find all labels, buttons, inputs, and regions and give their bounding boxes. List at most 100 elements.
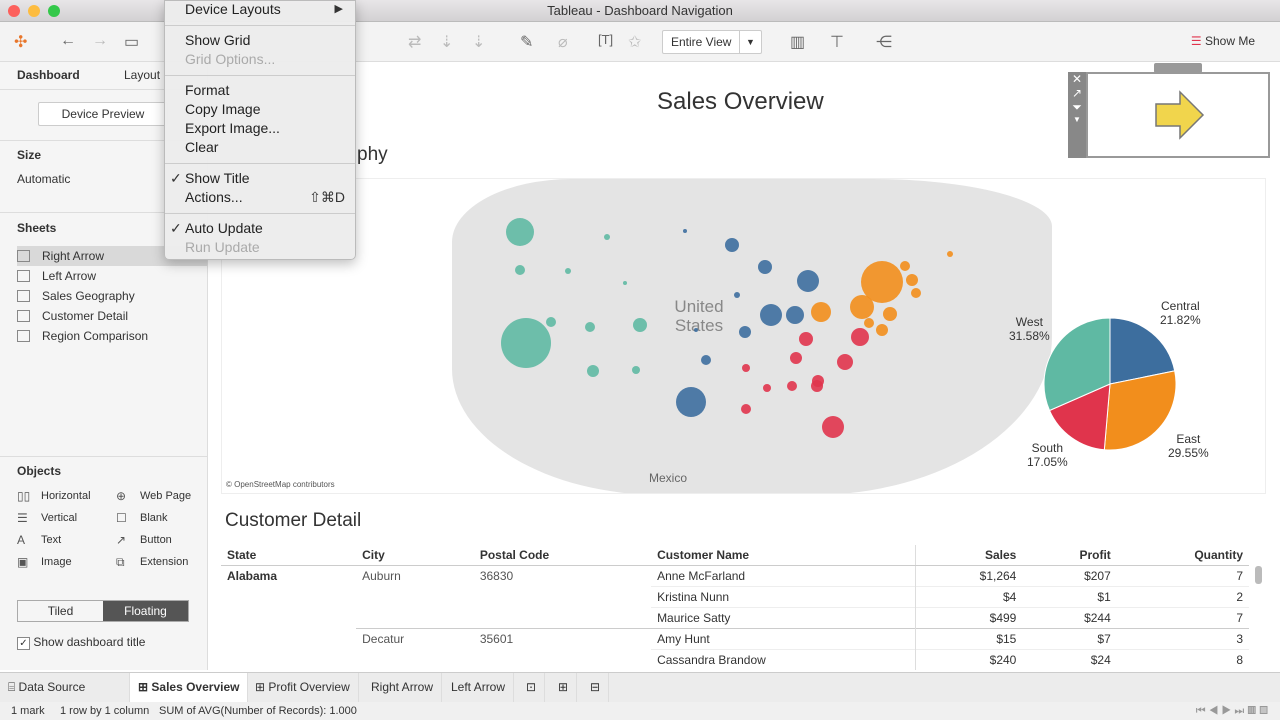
sales-map[interactable]: United States Mexico West 31.58% Central 2… <box>221 178 1266 494</box>
sales-bubble[interactable] <box>864 318 874 328</box>
presentation-icon[interactable]: ⊤ <box>830 34 844 51</box>
text-icon[interactable]: [T] <box>598 32 614 47</box>
menu-item-format[interactable]: Format <box>185 82 230 98</box>
sales-bubble[interactable] <box>739 326 751 338</box>
sales-bubble[interactable] <box>515 265 525 275</box>
minimize-window-button[interactable] <box>28 5 40 17</box>
table-row[interactable]: Decatur 35601 Amy Hunt $15 $7 3 <box>221 628 1249 650</box>
tableau-logo-icon[interactable]: ✣ <box>14 34 28 51</box>
new-worksheet-icon[interactable]: ⊡ <box>518 673 546 702</box>
sales-bubble[interactable] <box>676 387 706 417</box>
sales-bubble[interactable] <box>947 251 953 257</box>
show-title-checkbox[interactable]: ✓ Show dashboard title <box>17 635 145 650</box>
sales-bubble[interactable] <box>883 307 897 321</box>
tab-layout[interactable]: Layout <box>124 68 161 82</box>
sort-asc-icon[interactable]: ⇣ <box>440 34 454 51</box>
tab-sales-overview[interactable]: ⊞ Sales Overview <box>130 673 249 702</box>
sales-bubble[interactable] <box>758 260 772 274</box>
menu-item-clear[interactable]: Clear <box>185 139 219 155</box>
sales-bubble[interactable] <box>565 268 571 274</box>
sales-bubble[interactable] <box>822 416 844 438</box>
menu-item-actions[interactable]: Actions... <box>185 189 243 205</box>
menu-item-auto-update[interactable]: Auto Update <box>185 220 263 236</box>
sales-bubble[interactable] <box>604 234 610 240</box>
sales-bubble[interactable] <box>694 328 698 332</box>
go-to-sheet-icon[interactable]: ↗ <box>1071 86 1083 100</box>
object-image[interactable]: ▣ Image <box>17 555 72 569</box>
paperclip-icon[interactable]: ⌀ <box>558 34 568 51</box>
filter-icon[interactable]: ⏷ <box>1072 100 1082 114</box>
sales-bubble[interactable] <box>851 328 869 346</box>
sheet-item[interactable]: Region Comparison <box>17 326 207 346</box>
device-preview-button[interactable]: Device Preview <box>38 102 168 126</box>
tab-dashboard[interactable]: Dashboard <box>17 68 80 82</box>
show-me-button[interactable]: ☰ Show Me <box>1191 34 1255 48</box>
close-window-button[interactable] <box>8 5 20 17</box>
close-icon[interactable]: ✕ <box>1071 72 1083 86</box>
object-horizontal[interactable]: ▯▯ Horizontal <box>17 489 91 503</box>
pie-slice-central[interactable] <box>1109 317 1176 385</box>
sales-bubble[interactable] <box>741 404 751 414</box>
pin-icon[interactable]: ✩ <box>628 34 642 51</box>
sales-bubble[interactable] <box>906 274 918 286</box>
sales-bubble[interactable] <box>787 381 797 391</box>
table-row[interactable]: Alabama Auburn 36830 Anne McFarland $1,264 $2… <box>221 565 1249 587</box>
sales-bubble[interactable] <box>900 261 910 271</box>
tab-data-source[interactable]: ⌸ Data Source <box>0 673 130 702</box>
highlight-icon[interactable]: ✎ <box>520 34 534 51</box>
menu-item-show-title[interactable]: Show Title <box>185 170 250 186</box>
sales-bubble[interactable] <box>911 288 921 298</box>
sales-bubble[interactable] <box>799 332 813 346</box>
sales-bubble[interactable] <box>876 324 888 336</box>
column-header[interactable]: Customer Name <box>651 545 916 566</box>
forward-icon[interactable]: → <box>92 32 108 49</box>
object-extension[interactable]: ⧉ Extension <box>116 555 188 569</box>
sheet-item[interactable]: Left Arrow <box>17 266 207 286</box>
menu-item-copy-image[interactable]: Copy Image <box>185 101 261 117</box>
sales-bubble[interactable] <box>633 318 647 332</box>
table-scrollbar[interactable] <box>1255 566 1262 584</box>
table-row[interactable]: Kristina Nunn $4 $1 2 <box>221 586 1249 608</box>
sales-bubble[interactable] <box>623 281 627 285</box>
pie-slice-south[interactable] <box>1048 383 1111 451</box>
save-icon[interactable]: ▭ <box>124 34 140 51</box>
sales-bubble[interactable] <box>850 295 874 319</box>
more-options-icon[interactable]: ▼ <box>1073 115 1081 124</box>
sales-bubble[interactable] <box>763 384 771 392</box>
sales-bubble[interactable] <box>812 375 824 387</box>
pagination-icons[interactable]: ⏮ ◀ ▶ ⏭ ▦ ▤ <box>1195 705 1268 717</box>
sales-bubble[interactable] <box>506 218 534 246</box>
sales-bubble[interactable] <box>683 229 687 233</box>
show-cards-icon[interactable]: ▥ <box>790 34 806 51</box>
back-icon[interactable]: ← <box>60 32 76 49</box>
sales-bubble[interactable] <box>725 238 739 252</box>
sort-desc-icon[interactable]: ⇣ <box>472 34 486 51</box>
sales-bubble[interactable] <box>786 306 804 324</box>
fit-dropdown[interactable]: Entire View ▼ <box>662 30 762 54</box>
size-dropdown[interactable]: Automatic <box>17 172 71 186</box>
object-button[interactable]: ↗ Button <box>116 533 172 547</box>
swap-icon[interactable]: ⇄ <box>408 34 422 51</box>
sheet-item[interactable]: Right Arrow <box>17 246 207 266</box>
sales-bubble[interactable] <box>760 304 782 326</box>
column-header[interactable]: Sales <box>915 545 1023 566</box>
column-header[interactable]: City <box>356 545 474 566</box>
sales-bubble[interactable] <box>701 355 711 365</box>
sales-bubble[interactable] <box>797 270 819 292</box>
pie-slice-east[interactable] <box>1103 370 1177 451</box>
floating-button[interactable]: Floating <box>103 601 188 621</box>
menu-item-device-layouts[interactable]: Device Layouts <box>185 1 281 17</box>
tab-profit-overview[interactable]: ⊞ Profit Overview <box>247 673 359 702</box>
sales-bubble[interactable] <box>837 354 853 370</box>
sales-bubble[interactable] <box>585 322 595 332</box>
object-web-page[interactable]: ⊕ Web Page <box>116 489 191 503</box>
share-icon[interactable]: ⋲ <box>876 34 892 51</box>
sales-bubble[interactable] <box>546 317 556 327</box>
menu-item-export-image[interactable]: Export Image... <box>185 120 280 136</box>
column-header[interactable]: State <box>221 545 357 566</box>
maximize-window-button[interactable] <box>48 5 60 17</box>
new-story-icon[interactable]: ⊟ <box>582 673 610 702</box>
right-arrow-button-object[interactable] <box>1086 72 1270 158</box>
table-row[interactable]: Maurice Satty $499 $244 7 <box>221 607 1249 629</box>
region-pie-chart[interactable] <box>1040 314 1180 454</box>
